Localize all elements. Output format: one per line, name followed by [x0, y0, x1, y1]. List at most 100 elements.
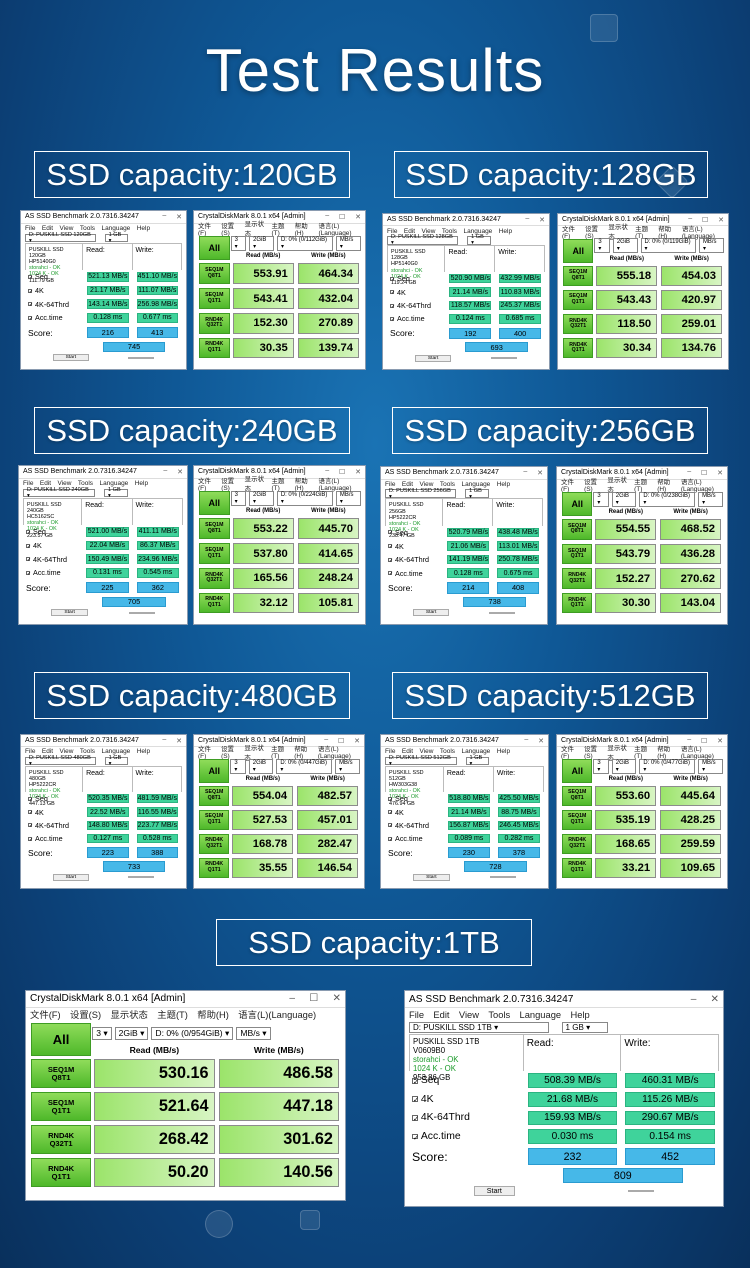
menu-item-language[interactable]: Language	[461, 480, 491, 488]
close-button[interactable]: ✕	[717, 470, 723, 478]
unit-select[interactable]: MB/s ▾	[335, 235, 361, 251]
menu-item-file[interactable]: File	[23, 479, 34, 487]
menu-item[interactable]: 文件(F)	[198, 746, 211, 761]
menu-item-language[interactable]: Language	[99, 479, 129, 487]
all-button[interactable]: All	[31, 1023, 92, 1057]
maximize-button[interactable]: ☐	[338, 738, 345, 746]
drive-select[interactable]: D: 0% (0/447GiB) ▾	[276, 758, 333, 774]
menu-item[interactable]: 主题(T)	[635, 225, 649, 240]
drive-select[interactable]: D: PUSKILL SSD 1TB ▾	[409, 1021, 549, 1034]
all-button[interactable]: All	[563, 238, 594, 263]
test-button[interactable]: SEQ1M Q1T1	[199, 809, 230, 830]
maximize-button[interactable]: ☐	[701, 470, 708, 478]
checkbox[interactable]: ✓	[388, 810, 394, 816]
menu-item-tools[interactable]: Tools	[441, 227, 458, 235]
close-button[interactable]: ✕	[354, 738, 360, 746]
menu-item[interactable]: 文件(F)	[198, 477, 211, 492]
all-button[interactable]: All	[199, 491, 230, 516]
menu-item-view[interactable]: View	[419, 748, 434, 756]
checkbox[interactable]: ✓	[26, 570, 32, 577]
test-button[interactable]: SEQ1M Q1T1	[562, 543, 593, 565]
menu-item[interactable]: 文件(F)	[30, 1009, 61, 1020]
unit-select[interactable]: MB/s ▾	[698, 491, 723, 507]
maximize-button[interactable]: ☐	[702, 217, 709, 225]
menu-item-edit[interactable]: Edit	[39, 479, 52, 487]
menu-item[interactable]: 设置(S)	[221, 222, 235, 237]
menu-item[interactable]: 语言(L)(Language)	[318, 477, 352, 492]
drive-select[interactable]: D: 0% (0/238GiB) ▾	[639, 491, 696, 507]
menu-item-file[interactable]: File	[409, 1009, 425, 1020]
start-button[interactable]: Start	[52, 873, 90, 881]
minimize-button[interactable]: –	[162, 736, 167, 744]
checkbox[interactable]: ✓	[28, 836, 34, 843]
start-button[interactable]: Start	[51, 609, 88, 617]
menu-item-help[interactable]: Help	[496, 748, 511, 756]
test-button[interactable]: RND4K Q32T1	[199, 567, 230, 589]
checkbox[interactable]: ✓	[28, 274, 34, 281]
maximize-button[interactable]: ☐	[339, 214, 346, 222]
checkbox[interactable]: ✓	[388, 571, 394, 578]
menu-item[interactable]: 帮助(H)	[197, 1009, 229, 1020]
close-button[interactable]: ✕	[537, 470, 543, 478]
checkbox[interactable]: ✓	[28, 302, 34, 309]
menu-item[interactable]: 帮助(H)	[294, 477, 308, 492]
size-select[interactable]: 1 GB ▾	[104, 232, 129, 244]
close-button[interactable]: ✕	[538, 738, 544, 746]
minimize-button[interactable]: –	[162, 212, 167, 220]
checkbox[interactable]: ✓	[412, 1114, 420, 1124]
drive-select[interactable]: D: 0% (0/954GiB) ▾	[151, 1026, 234, 1040]
test-button[interactable]: RND4K Q32T1	[562, 568, 593, 589]
maximize-button[interactable]: ☐	[339, 469, 346, 477]
menu-item[interactable]: 显示状态	[607, 477, 627, 495]
menu-item-view[interactable]: View	[57, 479, 72, 487]
checkbox[interactable]: ✓	[388, 796, 394, 803]
unit-select[interactable]: MB/s ▾	[698, 758, 723, 774]
abort-button[interactable]	[128, 611, 155, 614]
menu-item-file[interactable]: File	[385, 748, 396, 756]
minimize-button[interactable]: –	[325, 467, 330, 475]
menu-item[interactable]: 语言(L)(Language)	[318, 222, 352, 237]
menu-item-edit[interactable]: Edit	[41, 224, 54, 232]
test-button[interactable]: RND4K Q32T1	[199, 312, 230, 334]
menu-item-tools[interactable]: Tools	[77, 479, 94, 487]
checkbox[interactable]: ✓	[388, 823, 394, 830]
test-button[interactable]: SEQ1M Q1T1	[199, 543, 230, 564]
menu-item-file[interactable]: File	[385, 480, 396, 488]
size-select[interactable]: 2GiB ▾	[114, 1026, 149, 1040]
menu-item-view[interactable]: View	[59, 748, 74, 756]
checkbox[interactable]: ✓	[390, 303, 396, 310]
menu-item[interactable]: 帮助(H)	[657, 478, 671, 493]
unit-select[interactable]: MB/s ▾	[335, 758, 360, 774]
checkbox[interactable]: ✓	[28, 823, 34, 830]
count-select[interactable]: 3 ▾	[230, 758, 246, 774]
menu-item[interactable]: 显示状态	[607, 744, 627, 762]
menu-item-view[interactable]: View	[419, 480, 434, 488]
close-button[interactable]: ✕	[176, 738, 182, 746]
size-select[interactable]: 2GiB ▾	[611, 491, 637, 507]
checkbox[interactable]: ✓	[28, 796, 34, 803]
drive-select[interactable]: D: 0% (0/477GiB) ▾	[639, 758, 696, 774]
minimize-button[interactable]: –	[524, 736, 529, 744]
test-button[interactable]: RND4K Q32T1	[563, 314, 594, 335]
minimize-button[interactable]: –	[324, 736, 329, 744]
minimize-button[interactable]: –	[523, 468, 528, 476]
test-button[interactable]: RND4K Q1T1	[199, 857, 230, 878]
abort-button[interactable]	[491, 357, 518, 360]
start-button[interactable]: Start	[52, 354, 90, 362]
menu-item[interactable]: 主题(T)	[271, 746, 285, 761]
checkbox[interactable]: ✓	[412, 1076, 420, 1086]
test-button[interactable]: SEQ1M Q1T1	[562, 809, 593, 830]
test-button[interactable]: RND4K Q1T1	[31, 1158, 92, 1188]
size-select[interactable]: 2GiB ▾	[611, 758, 637, 774]
menu-item-help[interactable]: Help	[134, 479, 149, 487]
size-select[interactable]: 1 GB ▾	[467, 234, 491, 246]
checkbox[interactable]: ✓	[390, 276, 396, 283]
menu-item[interactable]: 主题(T)	[271, 477, 285, 492]
menu-item[interactable]: 帮助(H)	[294, 222, 308, 237]
drive-select[interactable]: D: PUSKILL SSD 128GB ▾	[387, 234, 459, 246]
menu-item[interactable]: 文件(F)	[561, 478, 574, 493]
minimize-button[interactable]: –	[289, 993, 296, 1005]
checkbox[interactable]: ✓	[388, 530, 394, 537]
minimize-button[interactable]: –	[687, 736, 692, 744]
menu-item-language[interactable]: Language	[463, 227, 493, 235]
